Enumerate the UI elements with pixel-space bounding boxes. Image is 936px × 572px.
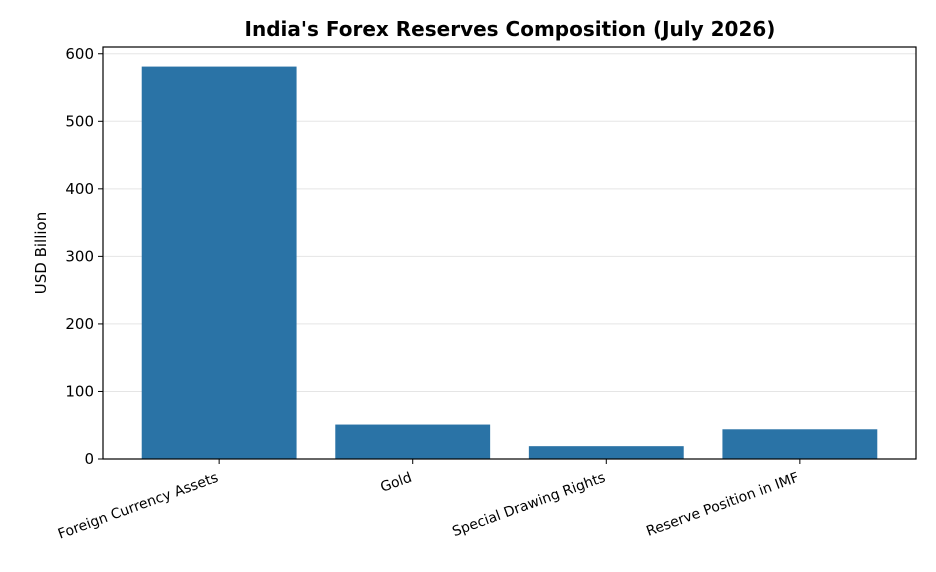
- x-tick-label: Gold: [378, 470, 414, 496]
- bar-gold: [335, 424, 491, 459]
- bar-special-drawing-rights: [528, 446, 684, 459]
- chart-title: India's Forex Reserves Composition (July…: [245, 17, 776, 41]
- y-tick-label: 500: [65, 112, 94, 130]
- y-axis-label: USD Billion: [32, 212, 50, 294]
- y-tick-label: 0: [84, 450, 94, 468]
- x-tick-label: Reserve Position in IMF: [644, 470, 801, 540]
- y-tick-label: 200: [65, 315, 94, 333]
- bar-reserve-position-in-imf: [722, 429, 878, 459]
- y-tick-label: 600: [65, 45, 94, 63]
- x-tick-label: Special Drawing Rights: [450, 470, 607, 540]
- x-axis: Foreign Currency Assets Gold Special Drawi…: [56, 459, 801, 543]
- x-tick-label: Foreign Currency Assets: [56, 470, 221, 543]
- y-tick-label: 100: [65, 382, 94, 400]
- y-tick-label: 300: [65, 247, 94, 265]
- plot-frame: [102, 46, 917, 460]
- bar-foreign-currency-assets: [141, 66, 297, 459]
- bars: [141, 66, 878, 459]
- y-axis: 0 100 200 300 400 500 600: [65, 45, 103, 468]
- y-tick-label: 400: [65, 180, 94, 198]
